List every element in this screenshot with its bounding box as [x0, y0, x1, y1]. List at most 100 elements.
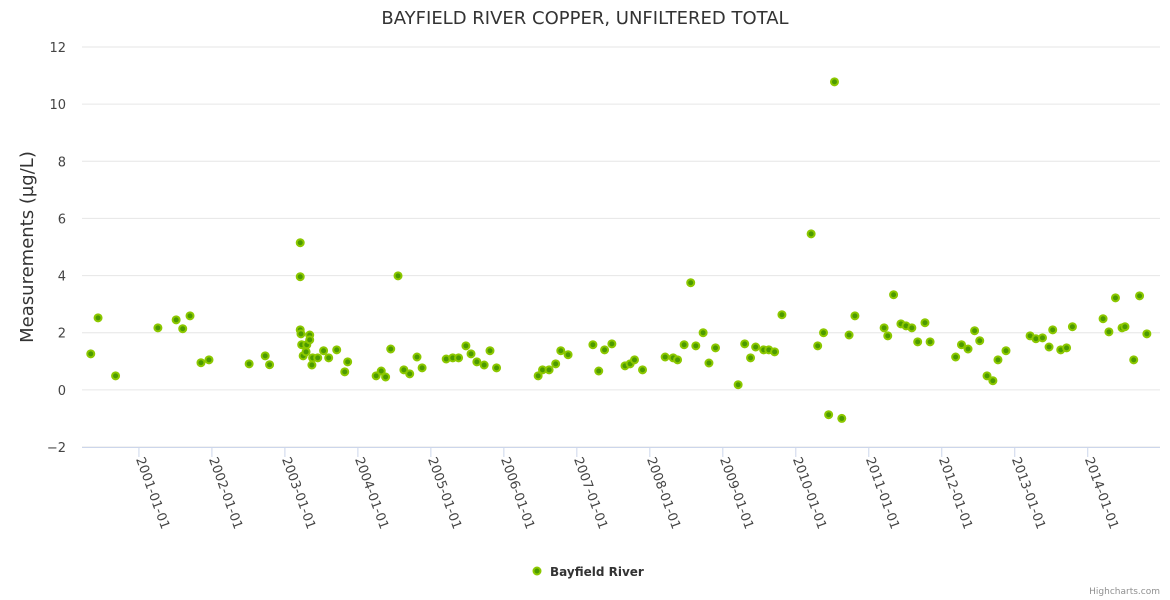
- data-point[interactable]: [770, 347, 780, 357]
- data-point[interactable]: [819, 328, 829, 338]
- data-point[interactable]: [371, 371, 381, 381]
- data-point[interactable]: [485, 346, 495, 356]
- data-point[interactable]: [806, 229, 816, 239]
- data-point[interactable]: [970, 326, 980, 336]
- data-point[interactable]: [405, 369, 415, 379]
- data-point[interactable]: [740, 339, 750, 349]
- data-point[interactable]: [332, 345, 342, 355]
- data-point[interactable]: [588, 340, 598, 350]
- data-point[interactable]: [381, 372, 391, 382]
- data-point[interactable]: [607, 339, 617, 349]
- data-point[interactable]: [1129, 355, 1139, 365]
- data-point[interactable]: [153, 323, 163, 333]
- data-point[interactable]: [544, 365, 554, 375]
- data-point[interactable]: [660, 352, 670, 362]
- data-point[interactable]: [913, 337, 923, 347]
- data-point[interactable]: [993, 355, 1003, 365]
- data-point[interactable]: [1120, 322, 1130, 332]
- data-point[interactable]: [412, 352, 422, 362]
- data-point[interactable]: [551, 359, 561, 369]
- data-point[interactable]: [813, 341, 823, 351]
- data-point[interactable]: [376, 366, 386, 376]
- data-point[interactable]: [1037, 333, 1047, 343]
- data-point[interactable]: [883, 331, 893, 341]
- data-point[interactable]: [1104, 327, 1114, 337]
- data-point[interactable]: [472, 357, 482, 367]
- data-point[interactable]: [295, 272, 305, 282]
- data-point[interactable]: [461, 341, 471, 351]
- data-point[interactable]: [829, 77, 839, 87]
- data-point[interactable]: [1001, 346, 1011, 356]
- data-point[interactable]: [1044, 342, 1054, 352]
- data-point[interactable]: [698, 328, 708, 338]
- data-point[interactable]: [907, 323, 917, 333]
- data-point[interactable]: [111, 371, 121, 381]
- data-point[interactable]: [556, 346, 566, 356]
- data-point[interactable]: [178, 324, 188, 334]
- data-point[interactable]: [171, 315, 181, 325]
- data-point[interactable]: [296, 329, 306, 339]
- data-point[interactable]: [925, 337, 935, 347]
- data-point[interactable]: [307, 360, 317, 370]
- data-point[interactable]: [1110, 293, 1120, 303]
- data-point[interactable]: [691, 341, 701, 351]
- data-point[interactable]: [313, 353, 323, 363]
- data-point[interactable]: [751, 342, 761, 352]
- data-point[interactable]: [746, 353, 756, 363]
- data-point[interactable]: [492, 363, 502, 373]
- data-point[interactable]: [417, 363, 427, 373]
- data-point[interactable]: [733, 380, 743, 390]
- data-point[interactable]: [399, 365, 409, 375]
- data-point[interactable]: [260, 351, 270, 361]
- series-bayfield-river[interactable]: [86, 77, 1152, 423]
- data-point[interactable]: [454, 353, 464, 363]
- data-point[interactable]: [301, 347, 311, 357]
- data-point[interactable]: [386, 344, 396, 354]
- data-point[interactable]: [686, 278, 696, 288]
- data-point[interactable]: [1135, 291, 1145, 301]
- data-point[interactable]: [479, 360, 489, 370]
- data-point[interactable]: [393, 271, 403, 281]
- data-point[interactable]: [673, 355, 683, 365]
- data-point[interactable]: [963, 344, 973, 354]
- data-point[interactable]: [204, 355, 214, 365]
- data-point[interactable]: [563, 350, 573, 360]
- data-point[interactable]: [295, 238, 305, 248]
- data-point[interactable]: [837, 413, 847, 423]
- data-point[interactable]: [1142, 329, 1152, 339]
- legend-item-bayfield-river[interactable]: Bayfield River: [550, 565, 644, 579]
- data-point[interactable]: [196, 358, 206, 368]
- data-point[interactable]: [343, 357, 353, 367]
- data-point[interactable]: [1062, 343, 1072, 353]
- data-point[interactable]: [319, 346, 329, 356]
- data-point[interactable]: [982, 371, 992, 381]
- data-point[interactable]: [1098, 314, 1108, 324]
- data-point[interactable]: [305, 335, 315, 345]
- data-point[interactable]: [920, 318, 930, 328]
- data-point[interactable]: [630, 355, 640, 365]
- data-point[interactable]: [93, 313, 103, 323]
- data-point[interactable]: [638, 365, 648, 375]
- data-point[interactable]: [777, 310, 787, 320]
- data-point[interactable]: [533, 371, 543, 381]
- data-point[interactable]: [711, 343, 721, 353]
- data-point[interactable]: [975, 336, 985, 346]
- data-point[interactable]: [340, 367, 350, 377]
- data-point[interactable]: [988, 376, 998, 386]
- data-point[interactable]: [466, 349, 476, 359]
- data-point[interactable]: [850, 311, 860, 321]
- data-point[interactable]: [879, 323, 889, 333]
- data-point[interactable]: [704, 358, 714, 368]
- data-point[interactable]: [951, 352, 961, 362]
- data-point[interactable]: [824, 410, 834, 420]
- data-point[interactable]: [244, 359, 254, 369]
- data-point[interactable]: [679, 340, 689, 350]
- data-point[interactable]: [1048, 325, 1058, 335]
- data-point[interactable]: [185, 311, 195, 321]
- data-point[interactable]: [889, 290, 899, 300]
- legend[interactable]: Bayfield River: [532, 565, 644, 579]
- data-point[interactable]: [86, 349, 96, 359]
- data-point[interactable]: [844, 330, 854, 340]
- data-point[interactable]: [1067, 322, 1077, 332]
- data-point[interactable]: [956, 340, 966, 350]
